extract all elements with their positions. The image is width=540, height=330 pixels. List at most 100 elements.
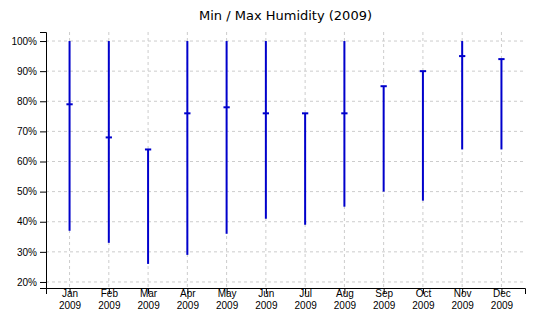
x-tick-label-line: Jan xyxy=(62,288,78,299)
grid-line-y xyxy=(46,251,525,252)
x-tick-label-line: Oct xyxy=(416,288,432,299)
y-tick-mark xyxy=(40,131,46,132)
range-line xyxy=(265,41,267,219)
grid-line-y xyxy=(46,221,525,222)
x-tick-label: Apr2009 xyxy=(177,288,200,311)
y-tick-label: 30% xyxy=(17,247,37,258)
x-tick: Mar2009 xyxy=(137,288,160,311)
x-tick-label-line: Jun xyxy=(258,288,274,299)
avg-tick xyxy=(498,58,504,60)
x-tick-label-line: 2009 xyxy=(373,300,396,311)
y-tick: 60% xyxy=(17,156,46,167)
y-tick: 20% xyxy=(17,277,46,288)
avg-tick xyxy=(106,136,112,138)
x-tick-label: Dec2009 xyxy=(491,288,514,311)
y-tick: 80% xyxy=(17,96,46,107)
x-tick-label: Nov2009 xyxy=(452,288,475,311)
x-tick-label-line: Sep xyxy=(375,288,393,299)
x-tick-label-line: Apr xyxy=(180,288,196,299)
x-tick-label: Mar2009 xyxy=(137,288,160,311)
avg-tick xyxy=(223,106,229,108)
x-tick: Oct2009 xyxy=(412,288,435,311)
grid-line-y xyxy=(46,41,525,42)
x-tick-label-line: 2009 xyxy=(295,300,318,311)
y-tick-mark xyxy=(40,252,46,253)
y-axis: 20% 30% 40% 50% 60% 70% 80% 90% 100% xyxy=(11,33,46,289)
x-tick: Dec2009 xyxy=(491,288,514,311)
avg-tick xyxy=(420,70,426,72)
x-tick-label-line: Dec xyxy=(493,288,511,299)
y-tick: 100% xyxy=(11,36,46,47)
y-tick-mark xyxy=(40,71,46,72)
avg-tick xyxy=(302,112,308,114)
y-tick-mark xyxy=(40,282,46,283)
y-tick-label: 90% xyxy=(17,66,37,77)
range-line xyxy=(422,71,424,201)
x-tick-label-line: 2009 xyxy=(412,300,435,311)
y-tick-label: 60% xyxy=(17,156,37,167)
x-tick-label-line: 2009 xyxy=(452,300,475,311)
y-tick-mark xyxy=(40,101,46,102)
x-tick-label-line: 2009 xyxy=(216,300,239,311)
x-tick: Nov2009 xyxy=(452,288,475,311)
x-tick-label-line: 2009 xyxy=(491,300,514,311)
y-tick-label: 50% xyxy=(17,186,37,197)
x-tick-label: Sep2009 xyxy=(373,288,396,311)
avg-tick xyxy=(459,55,465,57)
x-tick-label-line: Jul xyxy=(299,288,312,299)
range-line xyxy=(69,41,71,231)
grid-line-x xyxy=(344,32,345,288)
y-tick-label: 100% xyxy=(11,36,37,47)
chart: 20%30%40%50%60%70%80%90%100%Jan2009Feb20… xyxy=(0,0,540,330)
avg-tick xyxy=(184,112,190,114)
y-tick-mark xyxy=(40,192,46,193)
range-line xyxy=(226,41,228,234)
range-line xyxy=(461,41,463,149)
grid-line-x xyxy=(383,32,384,288)
grid-line-x xyxy=(187,32,188,288)
x-tick-label-line: 2009 xyxy=(177,300,200,311)
avg-tick xyxy=(263,112,269,114)
x-tick: Aug2009 xyxy=(334,288,357,311)
x-tick-label-line: 2009 xyxy=(59,300,82,311)
grid-line-y xyxy=(46,101,525,102)
range-line xyxy=(108,41,110,243)
x-tick: Feb2009 xyxy=(98,288,121,311)
y-tick-mark xyxy=(40,162,46,163)
x-tick-label-line: 2009 xyxy=(98,300,121,311)
range-line xyxy=(343,41,345,207)
y-tick: 50% xyxy=(17,186,46,197)
range-line xyxy=(147,149,149,263)
x-tick: Jan2009 xyxy=(59,288,82,311)
x-tick-label: Jul2009 xyxy=(295,288,318,311)
x-tick-label-line: 2009 xyxy=(255,300,278,311)
x-tick-label-line: Nov xyxy=(454,288,472,299)
y-tick-label: 40% xyxy=(17,216,37,227)
grid-line-y xyxy=(46,191,525,192)
y-tick: 90% xyxy=(17,66,46,77)
x-tick-label: Oct2009 xyxy=(412,288,435,311)
x-tick-label-line: May xyxy=(218,288,237,299)
y-tick: 40% xyxy=(17,216,46,227)
x-tick: Jun2009 xyxy=(255,288,278,311)
x-tick-label: Aug2009 xyxy=(334,288,357,311)
marks xyxy=(66,41,504,264)
x-tick-label: May2009 xyxy=(216,288,239,311)
y-tick-mark xyxy=(40,41,46,42)
grid-line-x xyxy=(69,32,70,288)
grid-line-y xyxy=(46,281,525,282)
grid-line-x xyxy=(265,32,266,288)
x-tick-label: Jun2009 xyxy=(255,288,278,311)
x-tick-label-line: Aug xyxy=(336,288,354,299)
y-axis-line xyxy=(40,33,47,289)
grid-line-x xyxy=(226,32,227,288)
title: Min / Max Humidity (2009) xyxy=(199,8,372,23)
plot: 20%30%40%50%60%70%80%90%100%Jan2009Feb20… xyxy=(11,32,525,311)
grid-line-x xyxy=(501,32,502,288)
y-tick-label: 70% xyxy=(17,126,37,137)
range-line xyxy=(304,113,306,224)
grid-line-x xyxy=(108,32,109,288)
y-tick-mark xyxy=(40,222,46,223)
grid-line-y xyxy=(46,131,525,132)
y-tick: 30% xyxy=(17,247,46,258)
